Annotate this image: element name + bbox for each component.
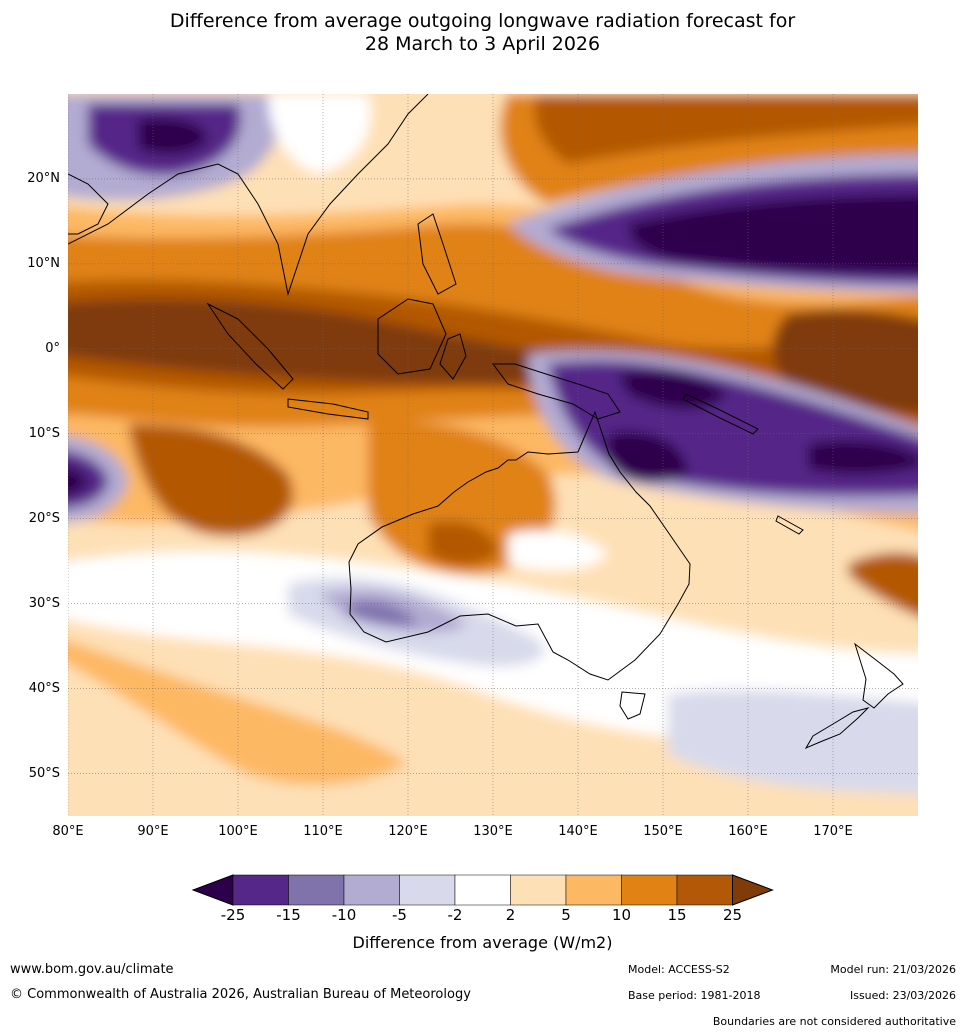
field-coral-sea-dark-3 [808,440,918,475]
footer-website: www.bom.gov.au/climate [10,962,174,977]
colorbar-segment [621,874,678,906]
lat-tick-label: 20°N [27,170,60,186]
title-line-2: 28 March to 3 April 2026 [364,33,601,55]
colorbar [191,874,774,906]
lon-tick-label: 130°E [473,824,513,839]
lat-tick-label: 10°S [28,425,60,441]
colorbar-tick-label: -15 [276,906,301,924]
lon-tick-label: 100°E [218,824,258,839]
colorbar-tick-label: 5 [561,906,571,924]
colorbar-title: Difference from average (W/m2) [352,933,613,952]
field-east-subtropic-brown [848,552,918,617]
lat-tick-label: 0° [45,340,60,356]
title-line-1: Difference from average outgoing longwav… [169,10,796,32]
colorbar-segment [288,874,345,906]
lon-tick-label: 120°E [388,824,428,839]
lon-tick-label: 160°E [728,824,768,839]
lon-tick-label: 110°E [303,824,343,839]
colorbar-tick-label: 2 [505,906,516,924]
borneo-coastline [377,298,447,375]
tasmania-coastline [619,691,646,720]
new-guinea-coastline [492,363,621,420]
colorbar-segment [454,874,511,906]
lon-tick-label: 140°E [558,824,598,839]
lon-tick-label: 90°E [137,824,169,839]
field-indian-brown [128,424,294,536]
footer-base-period: Base period: 1981-2018 [628,989,761,1002]
field-myanmar-dark [138,117,208,155]
philippines-coastline [417,213,457,295]
solomon-islands-coastline [682,393,759,435]
colorbar-segment [232,874,289,906]
colorbar-segment [343,874,400,906]
chart-title: Difference from average outgoing longwav… [0,10,965,56]
field-north-brown [534,94,918,164]
lat-tick-label: 40°S [28,680,60,696]
colorbar-tick-label: -10 [331,906,357,924]
footer-model-run: Model run: 21/03/2026 [830,963,956,976]
field-coral-sea-dark-1 [618,370,728,409]
field-white-central [508,530,608,571]
footer-copyright: © Commonwealth of Australia 2026, Austra… [10,987,471,1002]
colorbar-tick-label: 15 [667,906,687,924]
sulawesi-coastline [439,333,467,380]
footer-model: Model: ACCESS-S2 [628,963,730,976]
colorbar-segment [510,874,567,906]
lon-tick-label: 80°E [52,824,84,839]
footer-issued: Issued: 23/03/2026 [849,989,956,1002]
map-panel [68,94,918,816]
colorbar-tick-label: 25 [722,906,743,924]
lon-tick-label: 150°E [643,824,683,839]
footer-disclaimer: Boundaries are not considered authoritat… [712,1015,956,1028]
colorbar-tick-label: 10 [611,906,632,924]
new-zealand-south-island-coastline [804,707,870,750]
field-coral-sea-dark-2 [608,431,688,483]
lat-tick-label: 50°S [28,765,60,781]
india-coastline [68,173,109,235]
field-west-dark [68,467,88,495]
colorbar-extend-high [732,874,774,906]
field-wa-brown [428,521,498,566]
colorbar-tick-label: -2 [447,906,463,924]
java-coastline [287,398,369,420]
sumatra-coastline [206,302,294,390]
field-southern-lilac-3 [348,600,418,626]
gridlines [68,94,918,816]
colorbar-extend-low [191,874,234,906]
field-tasman-lilac [668,689,918,794]
new-caledonia-coastline [775,515,804,535]
new-zealand-north-island-coastline [854,642,904,709]
field-equatorial-dark-brown [68,298,609,384]
field-white-north [268,94,371,174]
anomaly-map [68,94,918,816]
colorbar-tick-label: -25 [220,906,246,924]
australia-coastline [348,410,691,681]
lat-tick-label: 10°N [27,255,60,271]
coastlines [68,94,904,750]
colorbar-tick-label: -5 [392,906,407,924]
field-east-brown [773,309,918,414]
field-west-purple [68,451,108,508]
lat-tick-label: 30°S [28,595,60,611]
colorbar-segment [565,874,622,906]
lon-tick-label: 170°E [813,824,853,839]
colorbar-segment [676,874,733,906]
colorbar-segment [399,874,456,906]
asia-mainland-coastline [68,94,429,296]
field-north-pacific-dark [628,194,918,274]
lat-tick-label: 20°S [28,510,60,526]
